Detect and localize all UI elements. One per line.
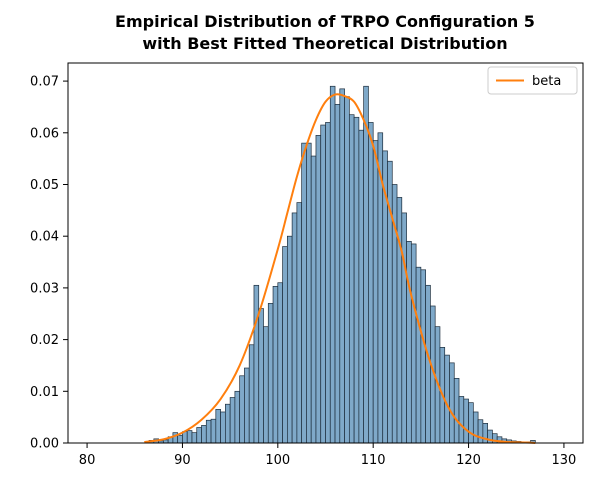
histogram-bar <box>320 124 326 444</box>
x-tick-label: 100 <box>265 453 290 468</box>
histogram-bar <box>287 235 293 444</box>
histogram-bar <box>425 284 431 444</box>
histogram-bar <box>468 402 474 444</box>
histogram-bar <box>315 135 322 444</box>
histogram-bar <box>353 116 360 444</box>
histogram-bar <box>334 104 341 444</box>
histogram-bar <box>272 285 279 444</box>
histogram-bar <box>363 85 369 444</box>
histogram-bar <box>301 142 307 444</box>
histogram-bar <box>358 129 364 444</box>
y-axis: 0.00 0.01 0.02 0.03 0.04 0.05 0.06 0.07 <box>30 75 68 452</box>
chart-title: Empirical Distribution of TRPO Configura… <box>115 12 535 31</box>
histogram-bar <box>215 409 221 444</box>
histogram-bar <box>420 269 426 444</box>
histogram-bar <box>444 354 450 444</box>
histogram-bar <box>234 390 241 444</box>
chart-subtitle: with Best Fitted Theoretical Distributio… <box>142 34 507 53</box>
histogram-bar <box>415 266 422 444</box>
histogram-bar <box>449 362 455 444</box>
histogram-bar <box>372 140 379 444</box>
histogram-bar <box>463 398 469 444</box>
histogram-bar <box>267 303 274 444</box>
histogram-bar <box>191 432 198 444</box>
histogram-bar <box>325 122 331 444</box>
histogram-bar <box>348 114 355 444</box>
histogram-bar <box>244 367 250 444</box>
histogram-bar <box>263 326 269 444</box>
histogram-bar <box>339 88 345 444</box>
histogram-bar <box>205 419 212 444</box>
y-tick-label: 0.06 <box>30 126 59 141</box>
y-tick-label: 0.04 <box>30 230 59 245</box>
histogram-bar <box>472 411 479 444</box>
histogram-bar <box>239 375 245 444</box>
y-tick-label: 0.05 <box>30 178 59 193</box>
x-tick-label: 90 <box>174 453 191 468</box>
histogram-bar <box>258 308 264 444</box>
histogram-bar <box>186 430 193 444</box>
histogram-bar <box>368 122 374 444</box>
histogram-bar <box>296 202 303 444</box>
histogram-bar <box>201 425 207 444</box>
y-tick-label: 0.02 <box>30 333 59 348</box>
histogram-bar <box>291 212 298 444</box>
histogram-bar <box>453 378 460 444</box>
legend-box <box>487 66 578 95</box>
histogram-bar <box>220 411 226 444</box>
y-tick-label: 0.03 <box>30 281 59 296</box>
histogram-bar <box>253 284 260 444</box>
histogram-bar <box>229 397 236 444</box>
x-tick-label: 80 <box>79 453 96 468</box>
plot-frame <box>67 62 584 444</box>
x-tick-label: 130 <box>552 453 577 468</box>
histogram-bar <box>306 142 312 444</box>
histogram-bar <box>458 396 465 444</box>
histogram-bar <box>282 246 288 444</box>
legend-label-beta: beta <box>532 74 561 89</box>
series-line-beta <box>144 93 536 444</box>
histogram-bar <box>410 243 417 444</box>
histogram-bar <box>177 434 183 444</box>
x-axis: 80 90 100 110 120 130 <box>79 443 577 468</box>
histogram-bar <box>344 96 350 444</box>
y-tick-label: 0.00 <box>30 437 59 452</box>
histogram-bar <box>401 212 407 444</box>
histogram-bar <box>310 155 317 444</box>
histogram-bar <box>210 418 217 444</box>
histogram-bar <box>277 282 283 444</box>
histogram-bar <box>406 241 412 444</box>
x-tick-label: 110 <box>361 453 386 468</box>
histogram-bars <box>148 85 536 444</box>
y-tick-label: 0.01 <box>30 385 59 400</box>
histogram-bar <box>248 344 255 444</box>
histogram-bar <box>329 85 336 444</box>
histogram-bar <box>196 427 202 444</box>
y-tick-label: 0.07 <box>30 75 59 90</box>
legend: beta <box>487 66 578 95</box>
x-tick-label: 120 <box>456 453 481 468</box>
histogram-bar <box>225 403 231 444</box>
histogram-bar <box>477 419 484 444</box>
